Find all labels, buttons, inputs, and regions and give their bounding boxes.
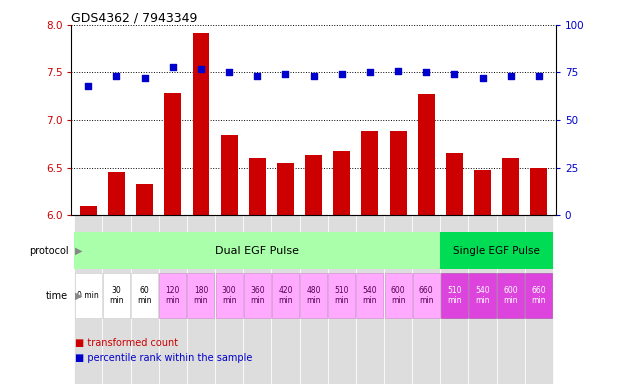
- FancyBboxPatch shape: [75, 232, 440, 269]
- Bar: [333, 151, 350, 215]
- Text: protocol: protocol: [29, 245, 68, 256]
- FancyBboxPatch shape: [159, 215, 187, 384]
- Text: 600
min: 600 min: [504, 286, 518, 305]
- Text: 510
min: 510 min: [447, 286, 461, 305]
- Text: time: time: [46, 291, 68, 301]
- Point: [505, 73, 515, 79]
- Text: ▶: ▶: [75, 291, 82, 301]
- Point: [112, 73, 122, 79]
- Bar: [80, 205, 97, 215]
- FancyBboxPatch shape: [131, 273, 158, 318]
- Text: 480
min: 480 min: [306, 286, 321, 305]
- Text: 420
min: 420 min: [278, 286, 292, 305]
- Bar: [277, 163, 294, 215]
- FancyBboxPatch shape: [299, 215, 328, 384]
- FancyBboxPatch shape: [356, 273, 383, 318]
- Bar: [530, 167, 547, 215]
- Text: 660
min: 660 min: [419, 286, 433, 305]
- Bar: [361, 131, 378, 215]
- FancyBboxPatch shape: [215, 215, 243, 384]
- FancyBboxPatch shape: [300, 273, 327, 318]
- FancyBboxPatch shape: [468, 215, 497, 384]
- Text: 30
min: 30 min: [109, 286, 124, 305]
- Bar: [249, 158, 266, 215]
- FancyBboxPatch shape: [497, 273, 524, 318]
- Bar: [446, 153, 463, 215]
- FancyBboxPatch shape: [384, 215, 412, 384]
- Point: [309, 73, 319, 79]
- FancyBboxPatch shape: [329, 273, 355, 318]
- FancyBboxPatch shape: [75, 273, 102, 318]
- FancyBboxPatch shape: [243, 215, 271, 384]
- FancyBboxPatch shape: [244, 273, 271, 318]
- Point: [252, 73, 262, 79]
- Text: 540
min: 540 min: [363, 286, 377, 305]
- FancyBboxPatch shape: [440, 232, 553, 269]
- Point: [421, 70, 431, 76]
- Point: [196, 66, 206, 72]
- Text: GDS4362 / 7943349: GDS4362 / 7943349: [71, 12, 198, 25]
- Point: [168, 64, 178, 70]
- Text: 600
min: 600 min: [391, 286, 406, 305]
- Bar: [502, 158, 519, 215]
- FancyBboxPatch shape: [271, 215, 299, 384]
- Bar: [108, 172, 125, 215]
- Bar: [220, 135, 238, 215]
- FancyBboxPatch shape: [525, 215, 553, 384]
- Point: [534, 73, 544, 79]
- Text: 360
min: 360 min: [250, 286, 265, 305]
- FancyBboxPatch shape: [103, 273, 130, 318]
- Text: ■ percentile rank within the sample: ■ percentile rank within the sample: [75, 353, 252, 363]
- Point: [281, 71, 291, 78]
- Text: 660
min: 660 min: [532, 286, 546, 305]
- Bar: [136, 184, 153, 215]
- Point: [393, 68, 403, 74]
- Bar: [389, 131, 407, 215]
- Text: 510
min: 510 min: [335, 286, 349, 305]
- Point: [140, 75, 150, 81]
- FancyBboxPatch shape: [497, 215, 525, 384]
- FancyBboxPatch shape: [102, 215, 130, 384]
- Text: ▶: ▶: [75, 245, 82, 256]
- Bar: [418, 94, 435, 215]
- Bar: [193, 33, 209, 215]
- FancyBboxPatch shape: [130, 215, 159, 384]
- Text: Dual EGF Pulse: Dual EGF Pulse: [215, 245, 299, 256]
- FancyBboxPatch shape: [75, 215, 102, 384]
- Text: 180
min: 180 min: [194, 286, 208, 305]
- FancyBboxPatch shape: [187, 215, 215, 384]
- FancyBboxPatch shape: [412, 215, 440, 384]
- Text: 120
min: 120 min: [166, 286, 180, 305]
- Point: [83, 83, 93, 89]
- Bar: [305, 155, 322, 215]
- FancyBboxPatch shape: [413, 273, 440, 318]
- Text: 540
min: 540 min: [475, 286, 490, 305]
- Point: [337, 71, 347, 78]
- FancyBboxPatch shape: [441, 273, 468, 318]
- Point: [450, 71, 460, 78]
- Text: 60
min: 60 min: [137, 286, 152, 305]
- Bar: [474, 170, 491, 215]
- FancyBboxPatch shape: [469, 273, 496, 318]
- Text: ■ transformed count: ■ transformed count: [75, 338, 178, 348]
- Text: Single EGF Pulse: Single EGF Pulse: [453, 245, 540, 256]
- FancyBboxPatch shape: [356, 215, 384, 384]
- Point: [365, 70, 375, 76]
- Bar: [165, 93, 181, 215]
- FancyBboxPatch shape: [384, 273, 412, 318]
- FancyBboxPatch shape: [215, 273, 243, 318]
- FancyBboxPatch shape: [272, 273, 299, 318]
- FancyBboxPatch shape: [525, 273, 553, 318]
- FancyBboxPatch shape: [440, 215, 468, 384]
- Point: [478, 75, 487, 81]
- FancyBboxPatch shape: [188, 273, 214, 318]
- Point: [224, 70, 234, 76]
- Text: 0 min: 0 min: [78, 291, 99, 300]
- FancyBboxPatch shape: [328, 215, 356, 384]
- FancyBboxPatch shape: [159, 273, 186, 318]
- Text: 300
min: 300 min: [222, 286, 237, 305]
